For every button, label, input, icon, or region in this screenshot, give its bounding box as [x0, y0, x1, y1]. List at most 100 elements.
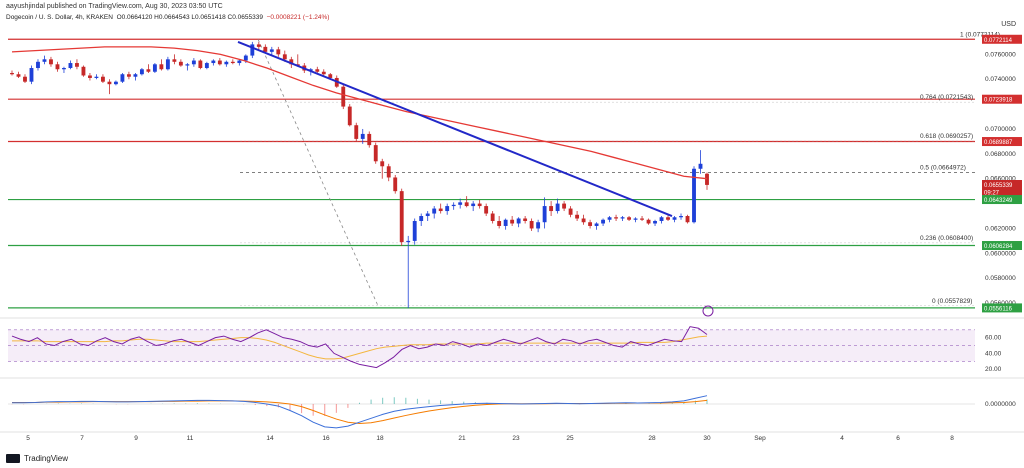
candle-body: [263, 46, 268, 52]
candle: [380, 158, 385, 179]
price-tag: [982, 34, 1022, 44]
candle: [594, 222, 599, 230]
time-axis-tick: 23: [512, 435, 520, 442]
time-axis-tick: Sep: [754, 435, 766, 442]
candle-body: [536, 222, 541, 229]
candle: [640, 216, 644, 221]
candle-body: [204, 63, 209, 69]
candle: [510, 216, 515, 226]
candle-body: [341, 86, 346, 107]
candle-body: [211, 60, 216, 64]
candle-body: [172, 59, 177, 62]
candle: [185, 63, 190, 71]
candle: [113, 80, 118, 86]
bearish-trend-line: [237, 40, 673, 217]
candle-body: [659, 217, 664, 221]
price-axis-tick: 0.0580000: [985, 275, 1016, 282]
candle-body: [178, 61, 183, 66]
candle-body: [685, 216, 690, 223]
price-tag: [982, 303, 1022, 313]
candle-body: [55, 64, 60, 70]
candle-body: [282, 54, 287, 60]
candle-body: [62, 68, 66, 70]
candle-body: [250, 44, 255, 56]
candle-body: [399, 191, 404, 243]
candle: [373, 142, 378, 164]
price-tag: [982, 195, 1022, 205]
candle-body: [152, 64, 157, 72]
candle: [75, 59, 79, 70]
candle: [29, 65, 34, 85]
publish-info: aayushjindal published on TradingView.co…: [6, 3, 223, 10]
candle-body: [198, 60, 203, 69]
candle-body: [185, 64, 190, 66]
candle-body: [588, 222, 593, 226]
price-tag-label: 0.0723918: [984, 98, 1013, 104]
candle: [62, 66, 66, 73]
candle-body: [451, 204, 456, 207]
candle: [503, 218, 508, 230]
candle: [451, 202, 456, 210]
price-axis-tick: 0.0700000: [985, 126, 1016, 133]
candle-body: [133, 74, 138, 77]
price-change: −0.0008221 (−1.24%): [266, 14, 330, 21]
price-axis-tick: 0.0660000: [985, 176, 1016, 183]
candle-body: [425, 213, 430, 217]
candle: [516, 217, 521, 228]
fib-label: 0.236 (0.0608400): [920, 235, 973, 242]
time-axis-tick: 18: [376, 435, 384, 442]
candle-body: [256, 44, 261, 47]
candle-body: [601, 219, 606, 224]
candle-body: [412, 220, 417, 241]
candle: [88, 72, 92, 81]
time-axis-tick: 14: [266, 435, 274, 442]
candle-body: [705, 173, 709, 185]
candle: [646, 218, 651, 225]
price-tag: [982, 94, 1022, 104]
time-axis-tick: 21: [458, 435, 466, 442]
candle: [126, 71, 131, 80]
candle: [653, 219, 657, 226]
candle-body: [568, 208, 573, 215]
price-axis-tick: 0.0740000: [985, 76, 1016, 83]
candle: [477, 199, 482, 209]
candle: [42, 55, 47, 65]
tradingview-footer[interactable]: TradingView: [6, 454, 68, 463]
candle-body: [269, 49, 274, 52]
candle: [575, 211, 580, 221]
candle-body: [640, 218, 644, 220]
rsi-line: [11, 326, 708, 369]
fib-label: 0.618 (0.0690257): [920, 133, 973, 140]
price-tag: [982, 180, 1022, 197]
candle: [237, 59, 242, 66]
candle-body: [217, 60, 222, 65]
price-axis-tick: 0.0680000: [985, 151, 1016, 158]
candle: [211, 59, 216, 66]
candle: [152, 63, 157, 73]
candle-body: [360, 133, 365, 139]
candle: [471, 201, 476, 212]
candle-body: [672, 217, 677, 220]
candle-body: [191, 60, 196, 65]
candle-body: [224, 61, 229, 65]
time-axis-tick: 7: [80, 435, 84, 442]
candle-body: [477, 203, 482, 207]
candle-body: [646, 219, 651, 224]
price-axis-tick: 0.0760000: [985, 51, 1016, 58]
candle: [633, 217, 638, 223]
time-axis-tick: 4: [840, 435, 844, 442]
candle-body: [107, 81, 112, 85]
candle-body: [432, 208, 437, 214]
candle: [159, 59, 164, 71]
candle: [367, 131, 372, 148]
price-tag-label: 0.0556116: [984, 306, 1013, 312]
candle-body: [23, 76, 27, 82]
candle-body: [88, 75, 92, 78]
candle-body: [406, 240, 411, 243]
candle-body: [516, 218, 521, 224]
candle: [406, 235, 411, 309]
macd-line: [12, 395, 708, 429]
candle-body: [81, 66, 86, 76]
candle-body: [575, 214, 580, 219]
